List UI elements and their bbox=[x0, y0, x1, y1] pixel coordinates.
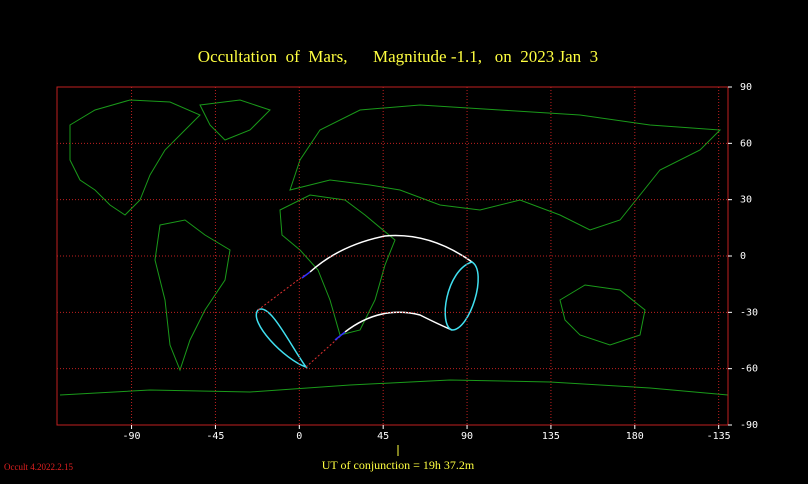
antarctica bbox=[59, 379, 729, 396]
twilight-segment bbox=[334, 331, 346, 341]
coastlines bbox=[59, 99, 729, 396]
daylight-limit bbox=[305, 331, 346, 368]
eurasia bbox=[289, 104, 722, 231]
chart-title: Occultation of Mars, Magnitude -1.1, on … bbox=[198, 47, 598, 66]
y-tick-label: -30 bbox=[740, 307, 758, 318]
north-america bbox=[69, 99, 201, 216]
x-tick-label: -45 bbox=[206, 431, 224, 442]
limit-line bbox=[344, 311, 453, 333]
x-tick-label: 135 bbox=[542, 431, 560, 442]
south-america bbox=[154, 219, 231, 372]
africa bbox=[279, 194, 396, 336]
conjunction-label: UT of conjunction = 19h 37.2m bbox=[322, 458, 475, 472]
x-tick-label: 90 bbox=[461, 431, 473, 442]
y-tick-label: -60 bbox=[740, 364, 758, 375]
x-tick-label: 45 bbox=[377, 431, 389, 442]
y-tick-label: 90 bbox=[740, 82, 752, 93]
version-label: Occult 4.2022.2.15 bbox=[4, 462, 73, 472]
limit-line bbox=[309, 234, 473, 273]
y-tick-label: 0 bbox=[740, 251, 746, 262]
x-tick-label: -90 bbox=[123, 431, 141, 442]
twilight-segment bbox=[301, 271, 311, 279]
occultation-path bbox=[255, 234, 479, 369]
y-tick-label: 30 bbox=[740, 195, 752, 206]
australia bbox=[559, 284, 646, 346]
x-tick-label: 180 bbox=[626, 431, 644, 442]
daylight-limit bbox=[257, 273, 307, 311]
y-tick-label: -90 bbox=[740, 420, 758, 431]
greenland bbox=[199, 99, 271, 141]
y-tick-label: 60 bbox=[740, 138, 752, 149]
x-tick-label: -135 bbox=[707, 431, 731, 442]
x-tick-label: 0 bbox=[296, 431, 302, 442]
rise-set-curve bbox=[444, 261, 479, 331]
